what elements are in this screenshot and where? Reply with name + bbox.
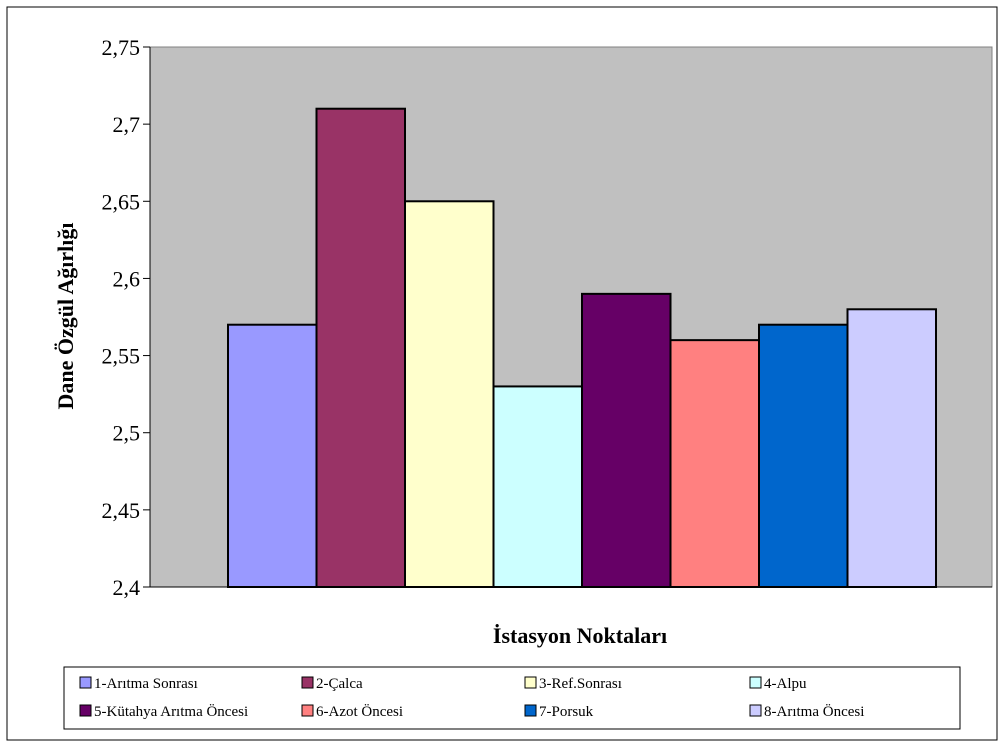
x-axis-title: İstasyon Noktaları	[493, 623, 667, 648]
legend-label: 3-Ref.Sonrası	[539, 676, 622, 692]
legend-swatch	[79, 676, 92, 689]
legend-swatch	[79, 704, 92, 717]
bars	[227, 107, 937, 589]
legend-label: 4-Alpu	[764, 676, 807, 692]
legend-label: 8-Arıtma Öncesi	[764, 703, 864, 720]
bar	[669, 339, 760, 588]
bar	[758, 323, 849, 588]
bar	[315, 107, 406, 588]
y-tick-label: 2,55	[102, 344, 141, 369]
bar	[581, 292, 672, 588]
legend: 1-Arıtma Sonrası 2-Çalca 3-Ref.Sonrası 4-Al…	[79, 676, 864, 720]
legend-swatch	[524, 676, 537, 689]
legend-swatch	[749, 676, 762, 689]
legend-label: 1-Arıtma Sonrası	[94, 676, 198, 692]
bar	[846, 308, 937, 588]
bar	[404, 200, 495, 589]
legend-swatch	[524, 704, 537, 717]
bar	[227, 323, 318, 588]
y-axis-title: Dane Özgül Ağırlığı	[53, 223, 78, 410]
legend-label: 2-Çalca	[316, 676, 363, 692]
legend-swatch	[301, 704, 314, 717]
y-tick-label: 2,65	[102, 189, 141, 214]
legend-swatch	[749, 704, 762, 717]
y-tick-label: 2,5	[113, 421, 141, 446]
bar	[492, 385, 583, 588]
legend-swatch	[301, 676, 314, 689]
legend-label: 6-Azot Öncesi	[316, 703, 403, 720]
y-tick-label: 2,45	[102, 498, 141, 523]
y-tick-label: 2,7	[113, 112, 141, 137]
legend-label: 5-Kütahya Arıtma Öncesi	[94, 703, 248, 720]
legend-label: 7-Porsuk	[539, 704, 594, 720]
y-tick-label: 2,75	[102, 35, 141, 60]
legend-box	[63, 666, 961, 730]
y-tick-label: 2,4	[113, 575, 141, 600]
y-tick-label: 2,6	[113, 266, 141, 291]
